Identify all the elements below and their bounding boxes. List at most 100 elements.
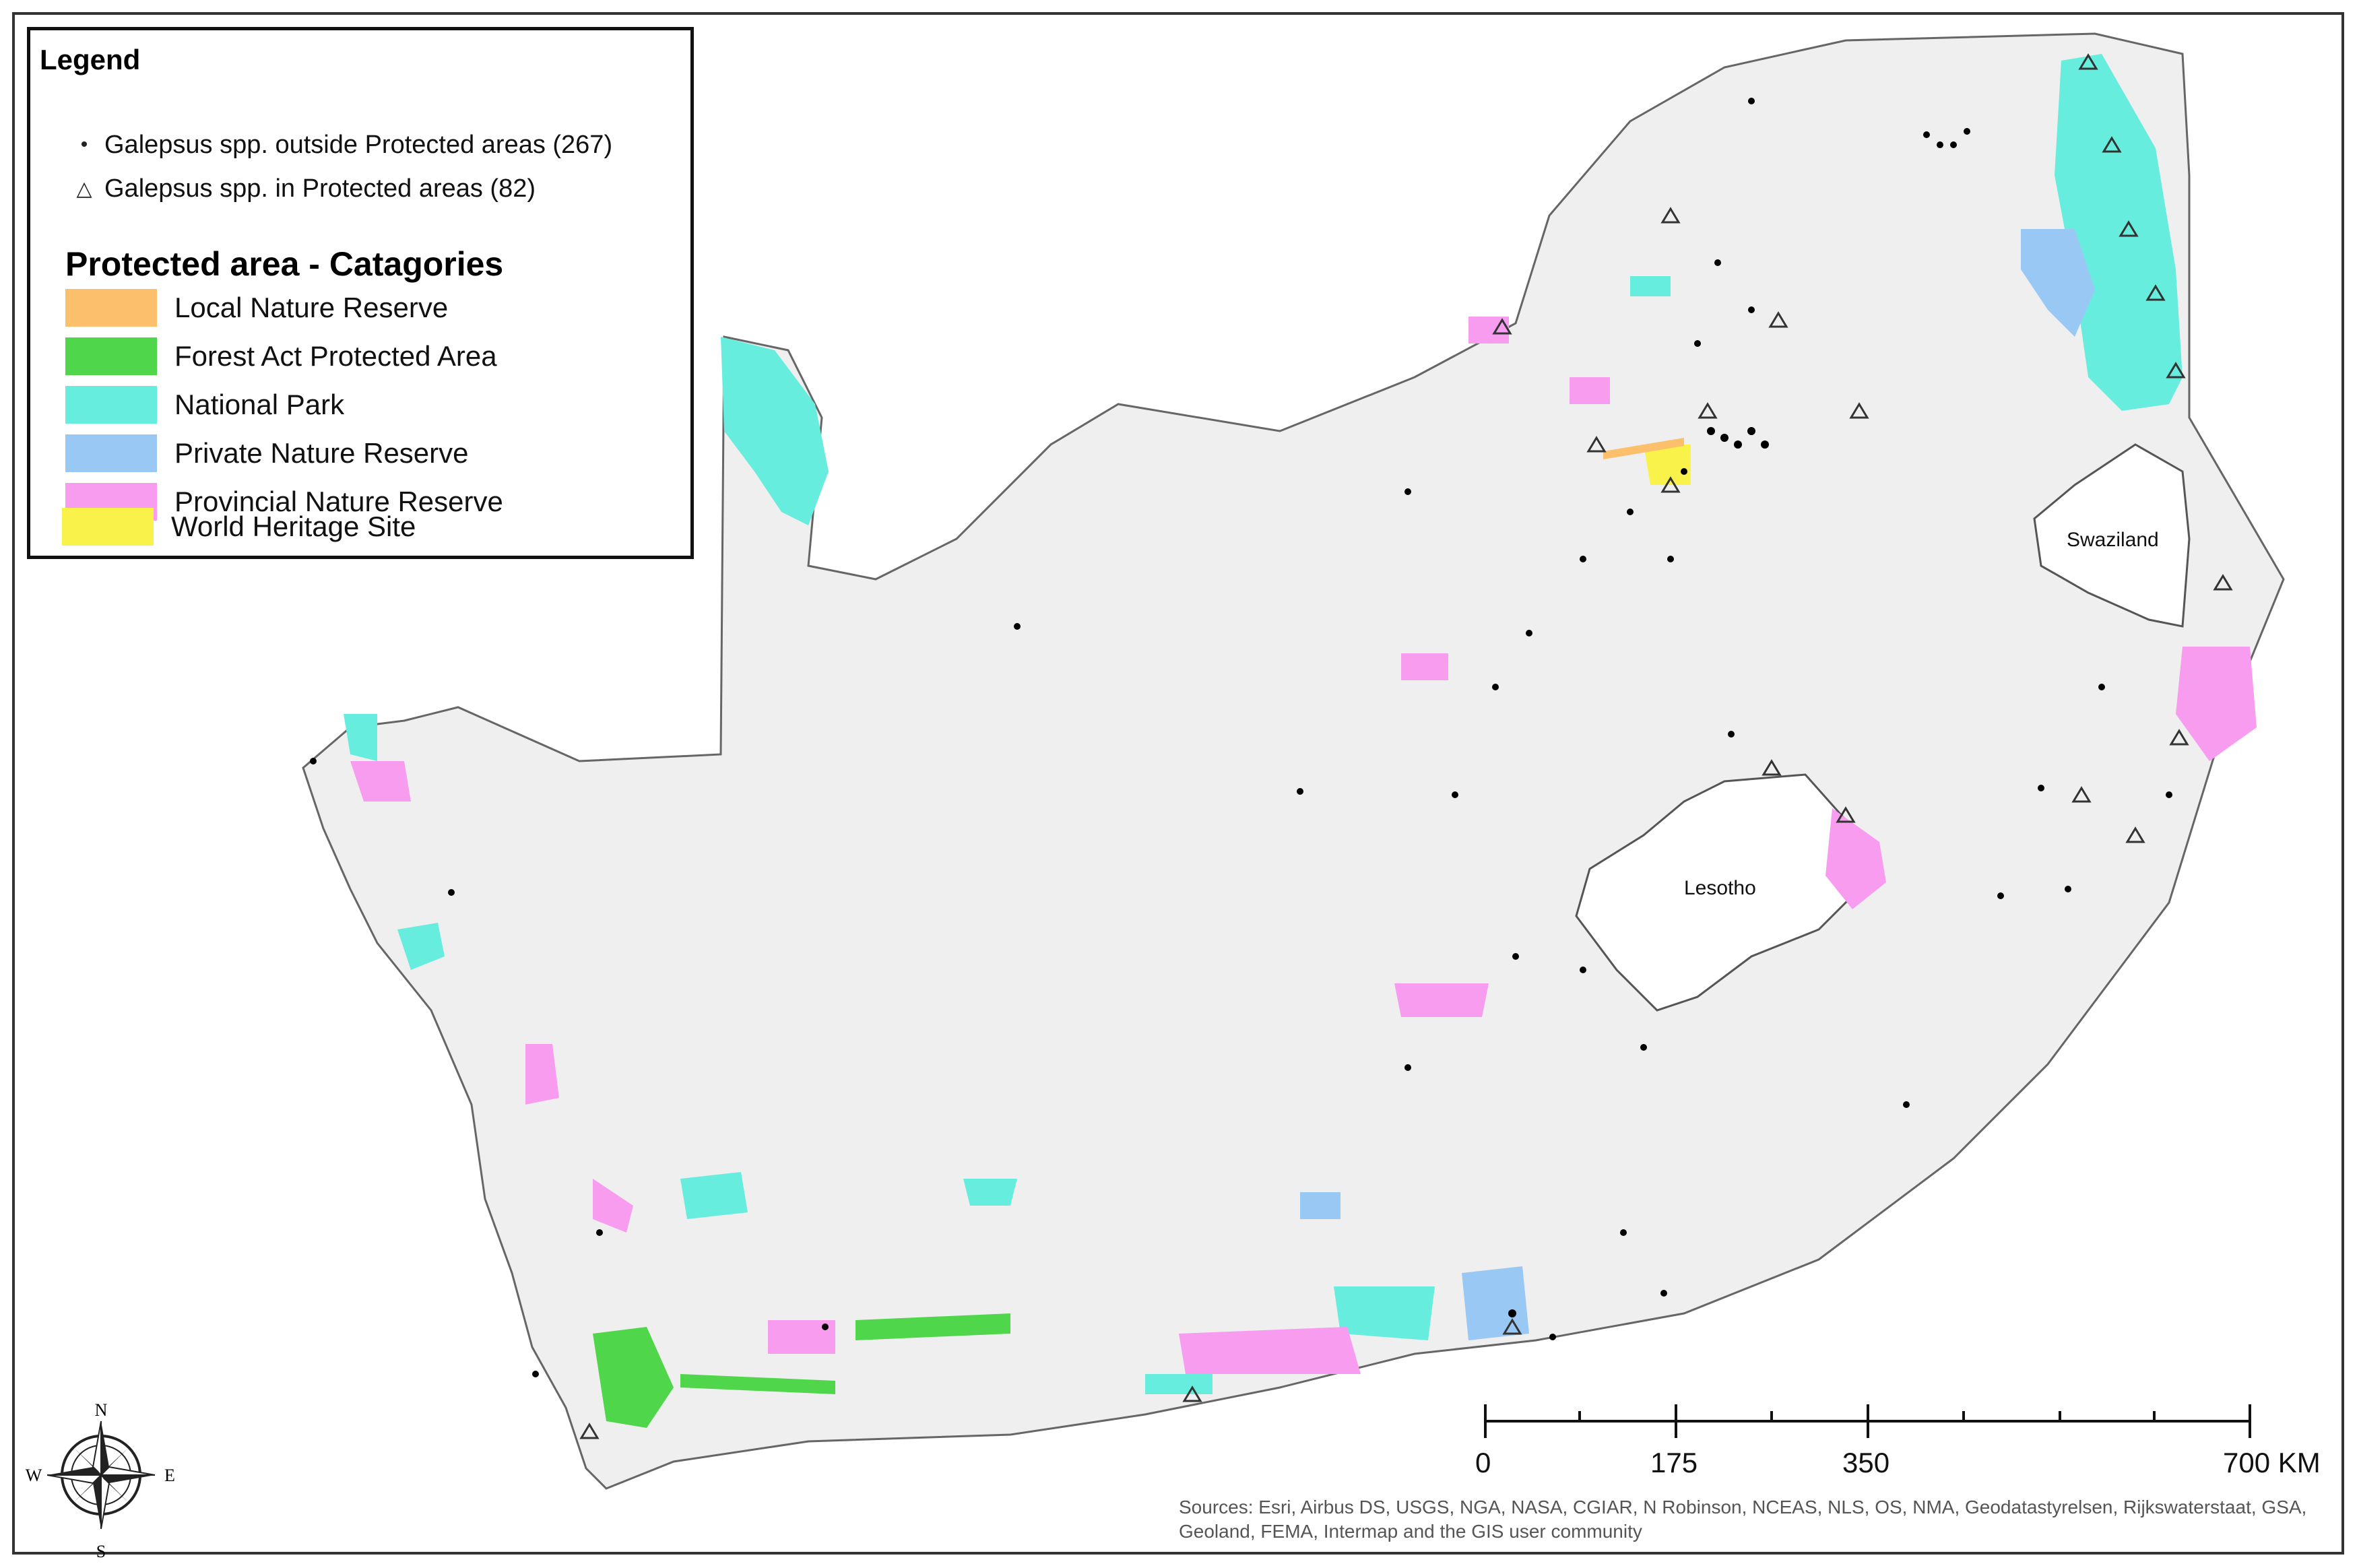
legend-item-outside-pa: • Galepsus spp. outside Protected areas … [64,128,612,162]
occurrence-outside-pa [448,889,455,896]
occurrence-in-pa [1762,759,1782,776]
occurrence-in-pa [1836,806,1856,823]
private-reserve-area [1300,1192,1340,1219]
swaziland-shape [2033,443,2191,628]
forest-act-area [593,1327,674,1428]
category-label: Local Nature Reserve [174,292,449,323]
category-local-nature-reserve: Local Nature Reserve [65,288,448,328]
category-label: Provincial Nature Reserve [174,486,503,517]
swatch-national-park [65,386,157,424]
occurrence-outside-pa [1640,1044,1647,1051]
occurrence-outside-pa [1014,623,1021,630]
occurrence-outside-pa [1748,306,1755,313]
scale-label-0: 0 [1475,1447,1491,1478]
occurrence-outside-pa [1667,556,1674,562]
occurrence-outside-pa [1747,427,1755,435]
occurrence-in-pa [2102,136,2122,153]
occurrence-in-pa [1586,436,1607,453]
occurrence-outside-pa [1297,788,1303,795]
occurrence-in-pa [579,1423,600,1439]
occurrence-outside-pa [1580,556,1586,562]
national-park-area [1630,276,1671,296]
occurrence-in-pa [1492,318,1512,335]
occurrence-outside-pa [1508,1309,1516,1317]
occurrence-outside-pa [1627,509,1634,515]
occurrence-outside-pa [2166,791,2172,798]
legend-item-in-pa: △ Galepsus spp. in Protected areas (82) [64,172,536,205]
category-world-heritage-site: World Heritage Site [62,507,416,547]
national-park-area [1334,1286,1435,1340]
occurrence-outside-pa [1404,1064,1411,1071]
occurrence-outside-pa [1452,791,1458,798]
occurrence-in-pa [1768,311,1788,328]
swatch-forest-act [65,337,157,375]
occurrence-outside-pa [1707,427,1715,435]
local-reserve-area [1603,438,1684,459]
occurrence-outside-pa [1549,1334,1556,1340]
dot-symbol: • [80,133,88,156]
occurrence-outside-pa [1694,340,1701,347]
national-park-area [2055,54,2183,411]
protected-areas [344,54,2257,1428]
provincial-reserve-area [1179,1327,1361,1374]
occurrence-outside-pa [1492,684,1499,690]
occurrence-in-pa [2119,220,2139,237]
occurrence-outside-pa [596,1229,603,1236]
occurrence-in-pa [2078,53,2098,70]
world-heritage-area [1644,445,1691,485]
protected-occurrence-points [579,53,2233,1439]
occurrence-in-pa [1849,402,1869,419]
provincial-reserve-area [350,761,411,802]
occurrence-outside-pa [1964,128,1970,135]
occurrence-in-pa [2213,574,2233,591]
occurrence-in-pa [2166,362,2186,379]
legend-title: Legend [40,44,141,75]
scale-label-700: 700 KM [2223,1447,2321,1478]
occurrence-outside-pa [1526,630,1532,636]
scale-bar [1484,1404,2251,1438]
legend-label: Galepsus spp. outside Protected areas (2… [104,130,613,159]
provincial-reserve-area [1570,377,1610,404]
category-label: Forest Act Protected Area [174,340,497,372]
national-park-area [397,923,445,970]
occurrence-outside-pa [532,1371,539,1377]
occurrence-in-pa [1502,1318,1522,1335]
category-private-nature-reserve: Private Nature Reserve [65,433,469,473]
provincial-reserve-area [2176,647,2257,761]
legend-panel: Legend • Galepsus spp. outside Protected… [27,27,694,559]
occurrence-outside-pa [2098,684,2105,690]
provincial-reserve-area [1394,983,1489,1017]
compass-w: W [26,1466,42,1485]
provincial-reserve-area [525,1044,559,1105]
occurrence-outside-pa [1512,953,1519,960]
occurrence-in-pa [1660,207,1681,224]
occurrence-in-pa [1660,476,1681,493]
compass-e: E [164,1466,175,1485]
private-reserve-area [2021,229,2095,337]
category-label: Private Nature Reserve [174,437,469,469]
occurrence-outside-pa [1950,141,1957,148]
compass-s: S [96,1542,106,1561]
occurrence-in-pa [1182,1385,1202,1402]
compass-rose: N S W E [20,1400,182,1563]
national-park-area [721,337,829,525]
category-label: World Heritage Site [171,511,416,542]
occurrence-outside-pa [1748,98,1755,104]
occurrence-outside-pa [1923,131,1930,138]
occurrence-outside-pa [1681,468,1687,475]
swatch-local-nature-reserve [65,289,157,327]
scale-label-175: 175 [1650,1447,1698,1478]
provincial-reserve-area [593,1179,633,1233]
occurrence-outside-pa [1714,259,1721,266]
swatch-world-heritage-site [62,508,154,546]
occurrence-in-pa [2145,284,2166,301]
scale-label-350: 350 [1842,1447,1890,1478]
national-park-area [344,714,377,761]
occurrence-outside-pa [1660,1290,1667,1297]
category-national-park: National Park [65,385,344,425]
occurrence-outside-pa [822,1324,829,1330]
occurrence-in-pa [2169,729,2189,746]
provincial-reserve-area [768,1320,835,1354]
lesotho-label: Lesotho [1684,877,1756,899]
